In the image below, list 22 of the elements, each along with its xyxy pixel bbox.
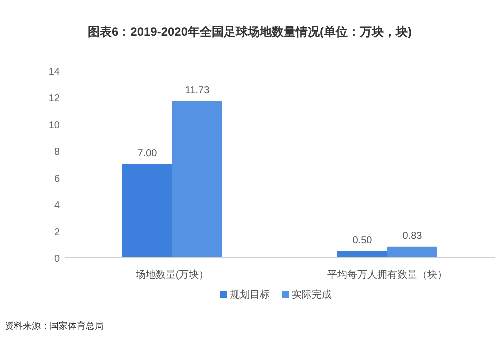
x-tick-label: 平均每万人拥有数量（块） — [328, 269, 448, 281]
data-label: 0.50 — [352, 235, 373, 246]
data-label: 0.83 — [402, 230, 423, 242]
y-tick-label: 0 — [54, 254, 60, 265]
data-label: 11.73 — [185, 85, 210, 96]
y-tick-label: 6 — [54, 174, 60, 185]
chart-title: 图表6：2019-2020年全国足球场地数量情况(单位：万块，块) — [88, 25, 412, 39]
text: 资料来源：国家体育总局 — [5, 321, 104, 331]
bar — [122, 164, 172, 258]
y-tick-label: 2 — [54, 227, 60, 238]
y-tick-label: 10 — [48, 120, 60, 132]
legend-label: 规划目标 — [230, 289, 270, 301]
x-tick-label: 场地数量(万块） — [134, 269, 210, 281]
bar — [388, 246, 438, 258]
y-tick-label: 14 — [48, 67, 60, 78]
data-label: 7.00 — [138, 148, 158, 160]
y-tick-label: 12 — [48, 94, 60, 105]
y-tick-label: 4 — [54, 200, 60, 212]
legend-label: 实际完成 — [292, 289, 332, 301]
bar — [338, 251, 388, 258]
bar — [172, 101, 222, 258]
y-tick-label: 8 — [54, 147, 60, 158]
